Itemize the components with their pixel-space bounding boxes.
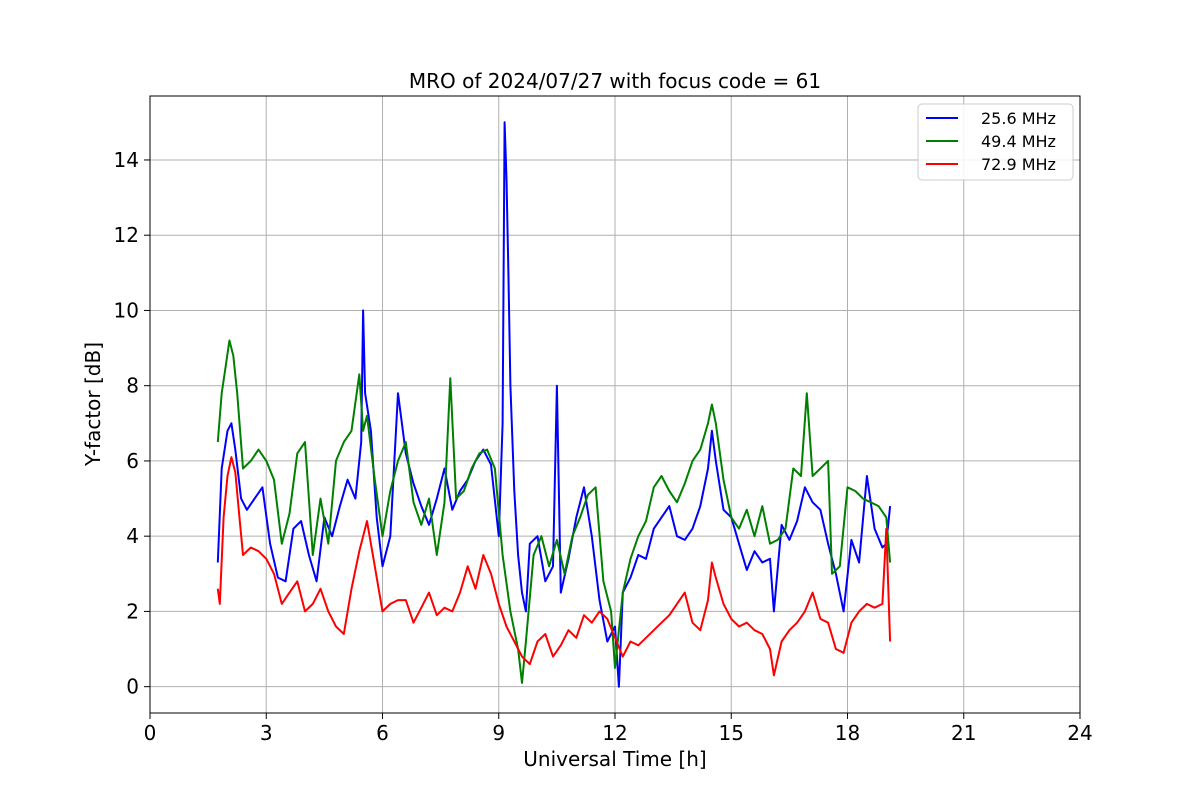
x-tick-label: 24 <box>1067 721 1092 745</box>
legend-entry: 72.9 MHz <box>981 155 1056 174</box>
x-tick-label: 3 <box>260 721 273 745</box>
x-axis-label: Universal Time [h] <box>523 747 706 771</box>
legend-entry: 49.4 MHz <box>981 132 1056 151</box>
x-tick-label: 9 <box>492 721 505 745</box>
y-axis: 0 2 4 6 8 10 12 14 <box>114 148 150 699</box>
y-tick-label: 2 <box>126 599 139 623</box>
series-line <box>216 121 892 688</box>
y-tick-label: 10 <box>114 298 139 322</box>
x-tick-label: 15 <box>719 721 744 745</box>
x-tick-label: 6 <box>376 721 389 745</box>
y-tick-label: 8 <box>126 374 139 398</box>
y-tick-label: 6 <box>126 449 139 473</box>
x-axis: 0 3 6 9 12 15 18 21 24 <box>144 713 1093 745</box>
y-tick-label: 12 <box>114 223 139 247</box>
y-tick-label: 4 <box>126 524 139 548</box>
y-tick-label: 0 <box>126 675 139 699</box>
legend-box <box>917 103 1074 181</box>
series-line <box>216 339 892 684</box>
grid <box>150 96 1080 713</box>
y-tick-label: 14 <box>114 148 139 172</box>
x-tick-label: 0 <box>144 721 157 745</box>
legend-entry: 25.6 MHz <box>981 109 1056 128</box>
y-axis-label: Y-factor [dB] <box>81 342 105 467</box>
chart-title: MRO of 2024/07/27 with focus code = 61 <box>409 69 821 93</box>
legend: 25.6 MHz 49.4 MHz 72.9 MHz <box>917 103 1074 181</box>
x-tick-label: 21 <box>951 721 976 745</box>
series-layer <box>216 121 892 688</box>
x-tick-label: 18 <box>835 721 860 745</box>
x-tick-label: 12 <box>602 721 627 745</box>
series-line <box>216 456 892 677</box>
